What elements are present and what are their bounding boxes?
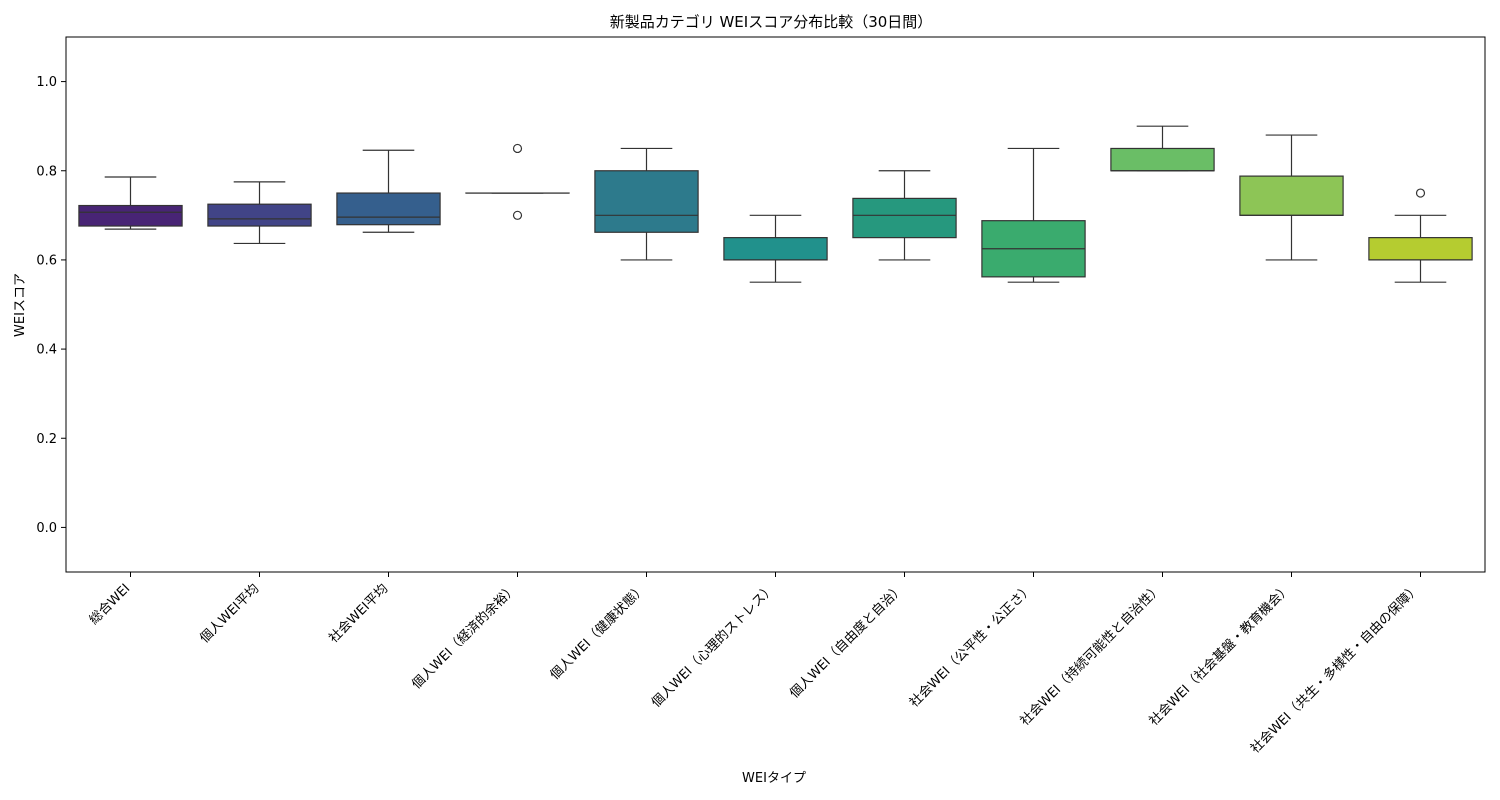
box (207, 203, 312, 227)
x-tick-label: 総合WEI (87, 581, 134, 628)
outlier-point (512, 143, 523, 154)
y-tick-label: 0.6 (36, 253, 57, 268)
x-tick-label: 個人WEI（健康状態） (547, 581, 649, 683)
box (78, 204, 183, 227)
box-group (852, 170, 957, 261)
x-tick-label: 社会WEI（公平性・公正さ） (906, 581, 1036, 711)
x-axis-label: WEIタイプ (742, 771, 806, 786)
box-group (723, 214, 828, 283)
box-group (465, 143, 570, 220)
y-tick-label: 0.0 (36, 521, 57, 536)
x-tick-label: 社会WEI（社会基盤・教育機会） (1146, 581, 1294, 729)
outlier-point (512, 210, 523, 220)
y-tick-label: 0.2 (36, 432, 57, 447)
y-tick-label: 1.0 (36, 75, 57, 90)
box (1239, 175, 1344, 216)
x-axis: 総合WEI 個人WEI平均 社会WEI平均 個人WEI（経済的余裕） 個人WEI（健康状… (87, 572, 1423, 757)
x-tick-label: 個人WEI（経済的余裕） (409, 581, 521, 693)
box-group (1368, 188, 1473, 283)
y-tick-label: 0.8 (36, 164, 57, 179)
box (594, 170, 699, 233)
box-group (1110, 125, 1215, 172)
chart-title: 新製品カテゴリ WEIスコア分布比較（30日間） (610, 13, 933, 31)
box-group (336, 149, 441, 233)
box-group (1239, 134, 1344, 261)
box-group (207, 181, 312, 245)
y-axis: 0.0 0.2 0.4 0.6 0.8 1.0 (36, 75, 66, 536)
boxes (78, 125, 1473, 283)
box-group (981, 147, 1086, 283)
box (1110, 147, 1215, 172)
box (1368, 237, 1473, 261)
box (852, 197, 957, 239)
x-tick-label: 社会WEI（持続可能性と自治性） (1017, 581, 1165, 729)
outlier-point (1415, 188, 1426, 198)
box-group (78, 176, 183, 230)
box (336, 192, 441, 226)
x-tick-label: 個人WEI（心理的ストレス） (648, 581, 778, 711)
x-tick-label: 個人WEI平均 (197, 581, 262, 646)
x-tick-label: 個人WEI（自由度と自治） (786, 581, 907, 702)
plot-frame (65, 36, 1486, 573)
y-axis-label: WEIスコア (13, 273, 28, 337)
x-tick-label: 社会WEI平均 (326, 581, 392, 647)
box (723, 237, 828, 261)
box-group (594, 147, 699, 261)
y-tick-label: 0.4 (36, 343, 57, 358)
